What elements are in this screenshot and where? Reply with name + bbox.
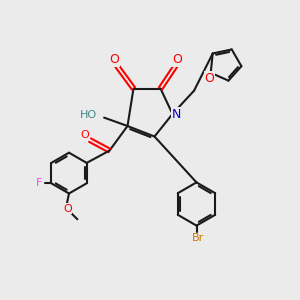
Text: F: F xyxy=(35,178,42,188)
Text: Br: Br xyxy=(192,233,204,243)
Text: O: O xyxy=(172,53,182,66)
Text: O: O xyxy=(204,72,214,85)
Text: O: O xyxy=(110,53,119,66)
Text: O: O xyxy=(63,204,72,214)
Text: O: O xyxy=(80,130,89,140)
Text: N: N xyxy=(171,107,181,121)
Text: HO: HO xyxy=(80,110,98,120)
